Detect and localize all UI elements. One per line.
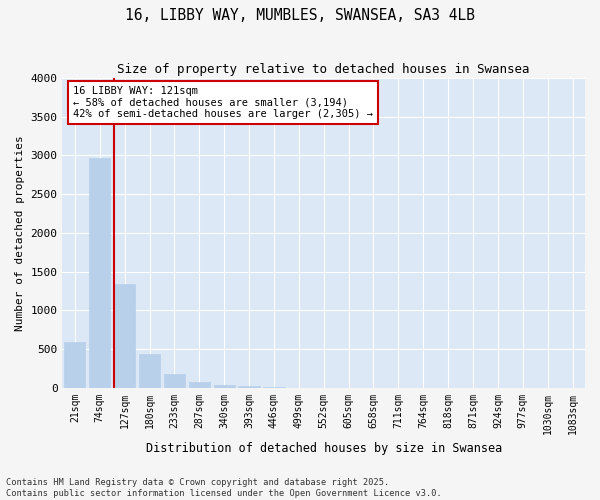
Bar [164, 374, 185, 388]
Text: 16, LIBBY WAY, MUMBLES, SWANSEA, SA3 4LB: 16, LIBBY WAY, MUMBLES, SWANSEA, SA3 4LB [125, 8, 475, 22]
Bar [189, 382, 210, 388]
Y-axis label: Number of detached properties: Number of detached properties [15, 135, 25, 330]
Bar [238, 386, 260, 388]
X-axis label: Distribution of detached houses by size in Swansea: Distribution of detached houses by size … [146, 442, 502, 455]
Bar [139, 354, 160, 388]
Text: Contains HM Land Registry data © Crown copyright and database right 2025.
Contai: Contains HM Land Registry data © Crown c… [6, 478, 442, 498]
Title: Size of property relative to detached houses in Swansea: Size of property relative to detached ho… [118, 62, 530, 76]
Text: 16 LIBBY WAY: 121sqm
← 58% of detached houses are smaller (3,194)
42% of semi-de: 16 LIBBY WAY: 121sqm ← 58% of detached h… [73, 86, 373, 119]
Bar [64, 342, 85, 388]
Bar [114, 284, 135, 388]
Bar [214, 384, 235, 388]
Bar [89, 158, 110, 388]
